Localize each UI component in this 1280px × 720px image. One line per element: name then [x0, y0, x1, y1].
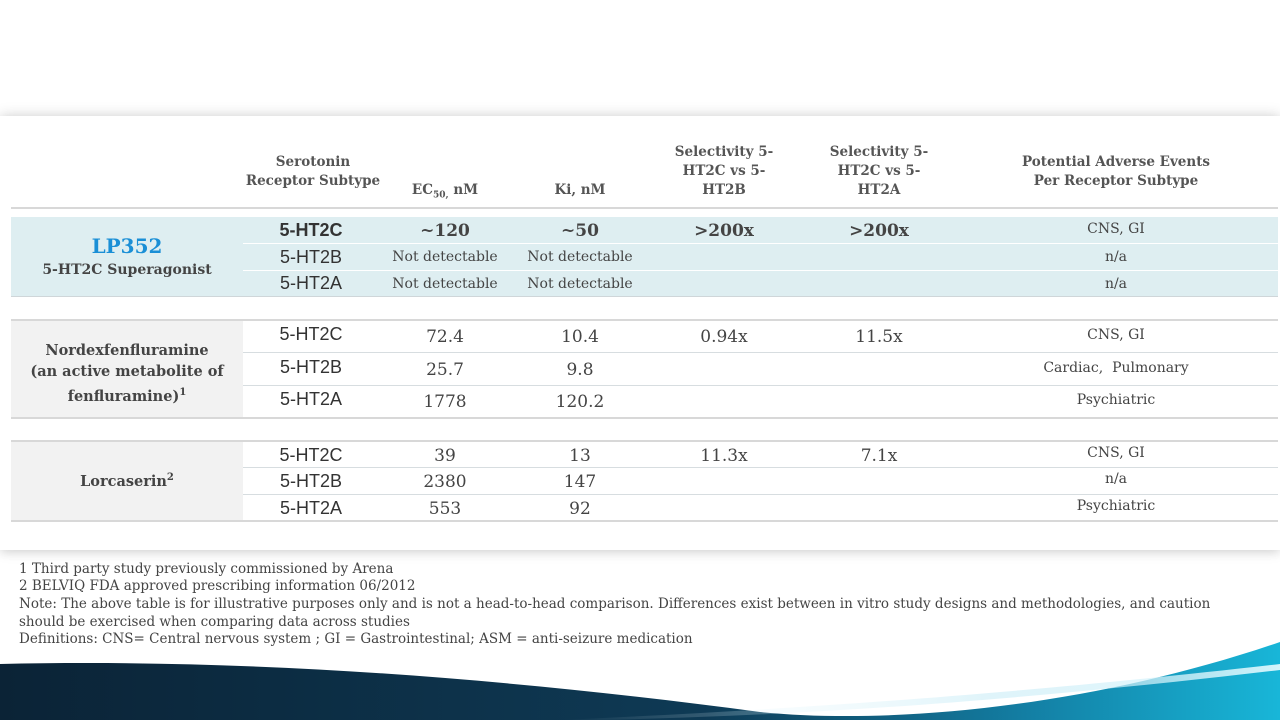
adverse-event-cell: n/a: [1104, 249, 1128, 265]
lorcaserin-name: Lorcaserin2: [80, 472, 174, 490]
adverse-event-cell: CNS, GI: [1087, 221, 1145, 237]
nordex-name: Nordexfenfluramine (an active metabolite…: [30, 342, 224, 405]
ec50-cell: 39: [434, 446, 456, 466]
nordex-label-bg: [11, 321, 243, 417]
selectivity-2b-cell: 11.3x: [700, 446, 748, 466]
ki-cell: Not detectable: [527, 249, 633, 265]
row-divider: [243, 243, 1278, 244]
group-top-line: [11, 440, 1278, 442]
adverse-event-cell: CNS, GI: [1087, 445, 1145, 461]
ki-cell: Not detectable: [527, 276, 633, 292]
ki-cell: 92: [569, 499, 591, 519]
bottom-wave-decoration: [0, 642, 1280, 720]
selectivity-2a-cell: 11.5x: [855, 327, 903, 347]
ec50-cell: Not detectable: [392, 276, 498, 292]
header-ki: Ki, nM: [554, 182, 606, 198]
adverse-event-cell: n/a: [1104, 276, 1128, 292]
adverse-event-cell: Psychiatric: [1076, 392, 1156, 408]
adverse-event-cell: Cardiac, Pulmonary: [1043, 360, 1189, 376]
subtype-cell: 5-HT2A: [279, 273, 342, 293]
header-subtype: Serotonin Receptor Subtype: [245, 154, 381, 189]
table-bottom-line: [11, 520, 1278, 522]
header-ec50: EC50, nM: [411, 182, 479, 201]
lp352-band: [11, 217, 1278, 297]
selectivity-2a-cell: 7.1x: [860, 446, 898, 466]
row-divider: [243, 494, 1278, 495]
footnote-definitions: Definitions: CNS= Central nervous system…: [19, 631, 693, 647]
selectivity-2b-cell: >200x: [694, 221, 754, 241]
ec50-cell: 553: [428, 499, 462, 519]
header-selectivity-2a: Selectivity 5-HT2C vs 5-HT2A: [829, 144, 929, 198]
adverse-event-cell: n/a: [1104, 471, 1128, 487]
row-divider: [243, 270, 1278, 271]
ki-cell: 147: [563, 472, 597, 492]
lorcaserin-label-bg: [11, 442, 243, 521]
ki-cell: 120.2: [555, 392, 605, 412]
ki-cell: ~50: [561, 221, 599, 241]
ki-cell: 9.8: [566, 360, 594, 380]
ki-cell: 10.4: [561, 327, 599, 347]
adverse-event-cell: Psychiatric: [1076, 498, 1156, 514]
ec50-cell: 72.4: [426, 327, 464, 347]
group-bottom-line: [11, 296, 1278, 297]
footnote-1: 1 Third party study previously commissio…: [19, 561, 394, 577]
ec50-cell: Not detectable: [392, 249, 498, 265]
subtype-cell: 5-HT2A: [279, 498, 342, 518]
subtype-cell: 5-HT2B: [279, 471, 342, 491]
subtype-cell: 5-HT2C: [279, 324, 343, 344]
header-divider: [11, 207, 1278, 209]
ec50-cell: 2380: [423, 472, 467, 492]
group-bottom-line: [11, 417, 1278, 419]
header-selectivity-2b: Selectivity 5-HT2C vs 5-HT2B: [674, 144, 774, 198]
ki-cell: 13: [569, 446, 591, 466]
row-divider: [243, 467, 1278, 468]
selectivity-2a-cell: >200x: [849, 221, 909, 241]
footnote-2: 2 BELVIQ FDA approved prescribing inform…: [19, 578, 416, 594]
subtype-cell: 5-HT2A: [279, 389, 342, 409]
footnote-note: Note: The above table is for illustrativ…: [19, 596, 1211, 630]
ec50-cell: ~120: [420, 221, 470, 241]
subtype-cell: 5-HT2B: [279, 357, 342, 377]
ec50-cell: 1778: [423, 392, 467, 412]
lp352-name: LP352: [91, 234, 163, 258]
subtype-cell: 5-HT2C: [279, 220, 343, 240]
adverse-event-cell: CNS, GI: [1087, 327, 1145, 343]
group-top-line: [11, 319, 1278, 321]
selectivity-2b-cell: 0.94x: [700, 327, 748, 347]
row-divider: [243, 385, 1278, 386]
row-divider: [243, 352, 1278, 353]
ec50-cell: 25.7: [426, 360, 464, 380]
lp352-subtitle: 5-HT2C Superagonist: [42, 262, 212, 278]
subtype-cell: 5-HT2C: [279, 445, 343, 465]
subtype-cell: 5-HT2B: [279, 247, 342, 267]
header-adverse-events: Potential Adverse Events Per Receptor Su…: [1021, 154, 1211, 189]
